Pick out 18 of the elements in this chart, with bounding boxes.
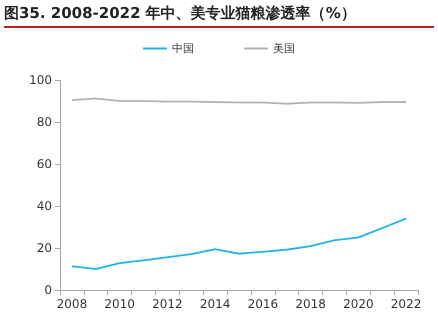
- x-tick-label: 2014: [200, 297, 230, 311]
- x-tick-label: 2018: [295, 297, 326, 311]
- y-tick-label: 100: [29, 73, 52, 87]
- x-tick-label: 2012: [152, 297, 183, 311]
- x-tick-label: 2016: [248, 297, 278, 311]
- y-tick-label: 0: [44, 283, 52, 297]
- x-tick-label: 2022: [390, 297, 422, 311]
- line-series: [71, 218, 407, 270]
- y-tick-label: 20: [36, 241, 52, 255]
- legend-label: 中国: [172, 42, 194, 55]
- y-tick-label: 80: [36, 115, 52, 129]
- chart-title: 图35. 2008-2022 年中、美专业猫粮渗透率（%）: [4, 4, 434, 28]
- x-tick-label: 2008: [56, 297, 88, 311]
- legend-label: 美国: [273, 42, 295, 55]
- y-tick-label: 40: [36, 199, 52, 213]
- x-tick-label: 2010: [104, 297, 135, 311]
- y-tick-label: 60: [36, 157, 52, 171]
- x-tick-label: 2020: [343, 297, 374, 311]
